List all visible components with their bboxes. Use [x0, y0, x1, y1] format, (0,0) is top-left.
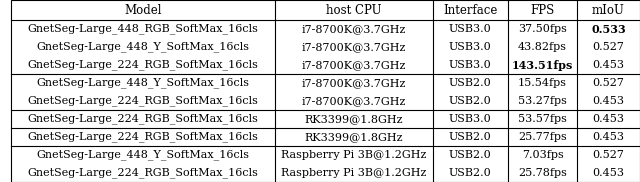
- Text: USB3.0: USB3.0: [449, 114, 492, 124]
- Text: USB2.0: USB2.0: [449, 168, 492, 178]
- Text: RK3399@1.8GHz: RK3399@1.8GHz: [305, 114, 403, 124]
- Text: GnetSeg-Large_224_RGB_SoftMax_16cls: GnetSeg-Large_224_RGB_SoftMax_16cls: [28, 114, 259, 124]
- Text: i7-8700K@3.7GHz: i7-8700K@3.7GHz: [301, 96, 406, 106]
- Text: 143.51fps: 143.51fps: [512, 60, 573, 70]
- Text: Raspberry Pi 3B@1.2GHz: Raspberry Pi 3B@1.2GHz: [281, 168, 427, 178]
- Text: 53.27fps: 53.27fps: [518, 96, 567, 106]
- Text: GnetSeg-Large_224_RGB_SoftMax_16cls: GnetSeg-Large_224_RGB_SoftMax_16cls: [28, 60, 259, 70]
- Text: 0.453: 0.453: [593, 132, 625, 142]
- Text: i7-8700K@3.7GHz: i7-8700K@3.7GHz: [301, 78, 406, 88]
- Text: GnetSeg-Large_448_Y_SoftMax_16cls: GnetSeg-Large_448_Y_SoftMax_16cls: [37, 42, 250, 52]
- Text: 0.527: 0.527: [593, 42, 625, 52]
- Text: 0.453: 0.453: [593, 96, 625, 106]
- Text: USB2.0: USB2.0: [449, 96, 492, 106]
- Text: USB2.0: USB2.0: [449, 78, 492, 88]
- Text: 25.78fps: 25.78fps: [518, 168, 567, 178]
- Text: 0.527: 0.527: [593, 150, 625, 160]
- Text: 0.533: 0.533: [591, 23, 626, 35]
- Text: Raspberry Pi 3B@1.2GHz: Raspberry Pi 3B@1.2GHz: [281, 150, 427, 160]
- Text: GnetSeg-Large_448_RGB_SoftMax_16cls: GnetSeg-Large_448_RGB_SoftMax_16cls: [28, 24, 259, 34]
- Text: 0.453: 0.453: [593, 114, 625, 124]
- Text: mIoU: mIoU: [592, 3, 625, 17]
- Text: host CPU: host CPU: [326, 3, 381, 17]
- Text: 37.50fps: 37.50fps: [518, 24, 567, 34]
- Text: RK3399@1.8GHz: RK3399@1.8GHz: [305, 132, 403, 142]
- Text: 15.54fps: 15.54fps: [518, 78, 567, 88]
- Text: 53.57fps: 53.57fps: [518, 114, 567, 124]
- Text: FPS: FPS: [531, 3, 555, 17]
- Text: GnetSeg-Large_224_RGB_SoftMax_16cls: GnetSeg-Large_224_RGB_SoftMax_16cls: [28, 132, 259, 142]
- Text: USB3.0: USB3.0: [449, 24, 492, 34]
- Text: USB3.0: USB3.0: [449, 42, 492, 52]
- Text: 0.453: 0.453: [593, 168, 625, 178]
- Text: USB2.0: USB2.0: [449, 132, 492, 142]
- Text: Model: Model: [125, 3, 162, 17]
- Text: GnetSeg-Large_224_RGB_SoftMax_16cls: GnetSeg-Large_224_RGB_SoftMax_16cls: [28, 168, 259, 178]
- Text: Interface: Interface: [443, 3, 497, 17]
- Text: i7-8700K@3.7GHz: i7-8700K@3.7GHz: [301, 24, 406, 34]
- Text: 43.82fps: 43.82fps: [518, 42, 567, 52]
- Text: GnetSeg-Large_224_RGB_SoftMax_16cls: GnetSeg-Large_224_RGB_SoftMax_16cls: [28, 96, 259, 106]
- Text: i7-8700K@3.7GHz: i7-8700K@3.7GHz: [301, 42, 406, 52]
- Text: 0.527: 0.527: [593, 78, 625, 88]
- Text: i7-8700K@3.7GHz: i7-8700K@3.7GHz: [301, 60, 406, 70]
- Text: 7.03fps: 7.03fps: [522, 150, 563, 160]
- Text: 25.77fps: 25.77fps: [518, 132, 567, 142]
- Text: GnetSeg-Large_448_Y_SoftMax_16cls: GnetSeg-Large_448_Y_SoftMax_16cls: [37, 150, 250, 160]
- Text: USB2.0: USB2.0: [449, 150, 492, 160]
- Text: USB3.0: USB3.0: [449, 60, 492, 70]
- Text: 0.453: 0.453: [593, 60, 625, 70]
- Text: GnetSeg-Large_448_Y_SoftMax_16cls: GnetSeg-Large_448_Y_SoftMax_16cls: [37, 78, 250, 88]
